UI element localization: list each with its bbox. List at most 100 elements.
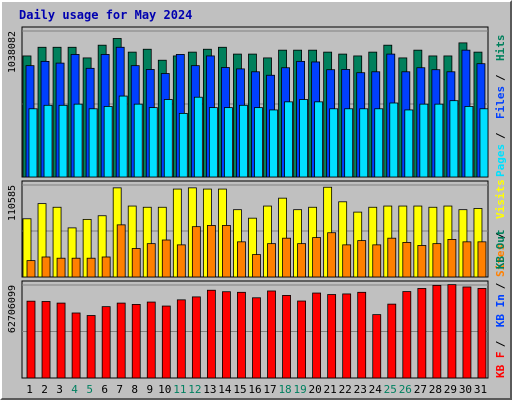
bar-kb-f-day-16 (252, 297, 261, 379)
x-tick-label-day-23: 23 (354, 383, 367, 396)
bar-pages-day-23 (359, 108, 369, 178)
bar-kb-f-day-3 (56, 302, 66, 379)
bar-pages-day-14 (224, 107, 233, 178)
bar-kb-f-day-31 (477, 288, 487, 379)
bar-sites-day-24 (372, 244, 382, 278)
bar-pages-day-3 (58, 104, 68, 178)
x-tick-label-day-30: 30 (459, 383, 472, 396)
bar-pages-day-6 (103, 106, 113, 178)
bar-kb-f-day-8 (131, 304, 141, 379)
bar-sites-day-3 (56, 257, 66, 278)
x-tick-label-day-20: 20 (309, 383, 322, 396)
bar-sites-day-18 (282, 237, 291, 278)
bar-sites-day-12 (191, 226, 201, 278)
bar-sites-day-26 (402, 242, 412, 278)
bar-pages-day-22 (344, 108, 354, 178)
bar-pages-day-28 (434, 103, 444, 178)
panel-top-ytick-label: 1038082 (7, 31, 18, 73)
bar-sites-day-13 (206, 225, 216, 278)
bar-kb-f-day-12 (191, 296, 201, 379)
x-tick-label-day-31: 31 (474, 383, 487, 396)
legend-separator: / (494, 340, 507, 347)
bar-pages-day-7 (118, 95, 128, 178)
legend-separator: / (494, 132, 507, 139)
bar-pages-day-12 (193, 96, 203, 178)
bar-kb-f-day-29 (447, 284, 457, 379)
legend-label-files: Files (494, 86, 507, 119)
x-tick-label-day-2: 2 (41, 383, 48, 396)
x-tick-label-day-15: 15 (233, 383, 246, 396)
panel-middle-ytick-label: 110585 (7, 185, 18, 221)
bar-sites-day-9 (146, 243, 156, 278)
bar-sites-day-21 (327, 232, 337, 278)
bar-pages-day-24 (374, 108, 384, 178)
bar-kb-f-day-9 (146, 301, 156, 379)
x-tick-label-day-6: 6 (101, 383, 108, 396)
x-tick-label-day-24: 24 (369, 383, 383, 396)
bar-sites-day-6 (101, 256, 111, 278)
bar-sites-day-17 (267, 243, 276, 278)
bar-pages-day-18 (284, 101, 293, 178)
bar-kb-f-day-30 (462, 286, 472, 379)
bar-kb-f-day-25 (387, 303, 397, 379)
bar-kb-f-day-21 (327, 294, 337, 379)
x-tick-label-day-17: 17 (263, 383, 276, 396)
bar-sites-day-14 (222, 225, 231, 278)
bar-pages-day-27 (419, 103, 429, 178)
bar-pages-day-16 (254, 107, 263, 178)
bar-kb-f-day-6 (101, 306, 111, 379)
bar-kb-f-day-19 (297, 300, 306, 379)
bar-kb-f-day-7 (116, 302, 126, 379)
bar-sites-day-15 (237, 241, 246, 278)
bar-kb-f-day-11 (176, 299, 186, 379)
bar-sites-day-7 (116, 224, 126, 278)
bar-sites-day-22 (342, 244, 352, 278)
bar-sites-day-19 (297, 243, 306, 278)
bar-kb-f-day-15 (237, 291, 246, 379)
bar-pages-day-2 (43, 104, 53, 178)
x-tick-label-day-26: 26 (399, 383, 412, 396)
bar-kb-f-day-4 (71, 312, 81, 379)
x-tick-label-day-22: 22 (339, 383, 352, 396)
legend-label-kb-in: KB In (494, 294, 507, 327)
bar-kb-f-day-28 (432, 284, 442, 379)
x-tick-label-day-28: 28 (429, 383, 442, 396)
x-tick-label-day-7: 7 (116, 383, 123, 396)
bar-kb-f-day-5 (86, 315, 96, 379)
bar-pages-day-17 (269, 109, 278, 178)
x-tick-label-day-18: 18 (278, 383, 291, 396)
x-tick-label-day-9: 9 (146, 383, 153, 396)
bar-sites-day-28 (432, 243, 442, 278)
bar-kb-f-day-1 (26, 300, 36, 379)
bar-sites-day-10 (161, 239, 171, 278)
x-tick-label-day-13: 13 (203, 383, 216, 396)
bar-kb-f-day-22 (342, 293, 352, 379)
x-tick-label-day-3: 3 (56, 383, 63, 396)
bar-kb-f-day-27 (417, 288, 427, 379)
x-tick-label-day-5: 5 (86, 383, 93, 396)
legend-label-hits: Hits (494, 35, 507, 62)
bar-kb-f-day-10 (161, 305, 171, 379)
bar-sites-day-16 (252, 254, 261, 278)
x-tick-label-day-29: 29 (444, 383, 457, 396)
bar-sites-day-31 (477, 241, 487, 278)
bar-sites-day-8 (131, 248, 141, 278)
bar-pages-day-15 (239, 104, 248, 178)
bar-kb-f-day-24 (372, 314, 382, 379)
legend-label-kb-f: KB F (494, 352, 507, 379)
bar-kb-f-day-13 (206, 289, 216, 379)
x-tick-label-day-21: 21 (324, 383, 337, 396)
bar-kb-f-day-2 (41, 301, 51, 379)
bar-kb-f-day-17 (267, 290, 276, 379)
bar-pages-day-25 (389, 102, 399, 178)
x-tick-label-day-25: 25 (384, 383, 397, 396)
bar-kb-f-day-23 (357, 291, 367, 379)
bar-sites-day-23 (357, 240, 367, 278)
bar-pages-day-30 (464, 106, 474, 178)
bar-sites-day-29 (447, 238, 457, 278)
bar-kb-f-day-18 (282, 295, 291, 379)
bar-pages-day-21 (329, 108, 339, 178)
bar-pages-day-1 (28, 108, 38, 178)
